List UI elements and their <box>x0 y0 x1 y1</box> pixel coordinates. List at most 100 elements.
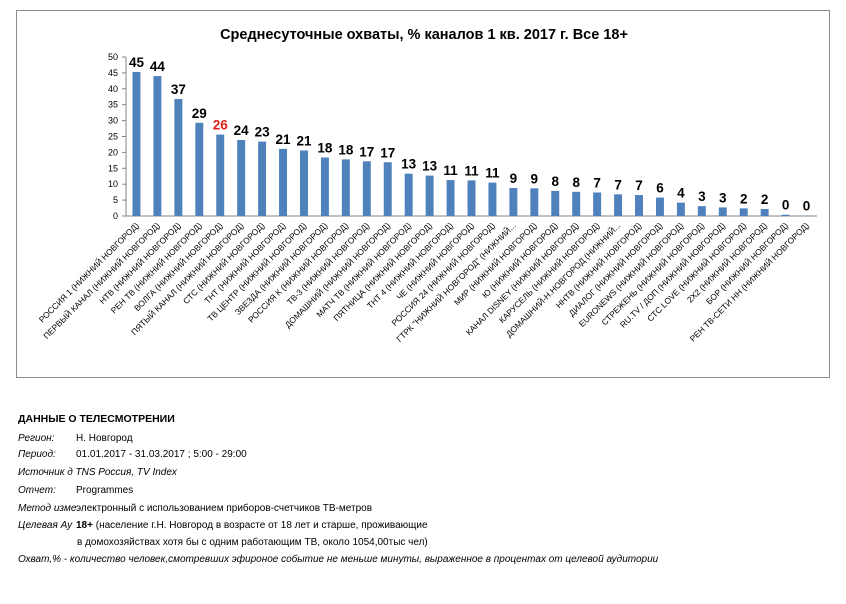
bar <box>781 214 790 216</box>
data-label: 37 <box>171 82 186 97</box>
bar <box>216 134 225 216</box>
bar <box>655 197 664 216</box>
data-label: 13 <box>401 157 417 172</box>
y-tick-label: 15 <box>108 163 118 173</box>
data-label: 11 <box>443 163 458 178</box>
y-tick-label: 45 <box>108 68 118 78</box>
y-tick-label: 50 <box>108 52 118 62</box>
bar <box>320 157 329 216</box>
region-row: Регион: Н. Новгород <box>18 433 133 444</box>
bar <box>635 195 643 216</box>
period-value: 01.01.2017 - 31.03.2017 ; 5:00 - 29:00 <box>76 449 247 460</box>
y-tick-label: 25 <box>108 132 118 142</box>
data-label: 3 <box>698 189 706 204</box>
bar <box>153 76 162 216</box>
report-row: Отчет: Programmes <box>18 485 133 496</box>
source-row: Источник д TNS Россия, TV Index <box>18 467 177 478</box>
data-label: 9 <box>510 171 518 186</box>
region-label: Регион: <box>18 433 55 444</box>
bar <box>572 191 581 216</box>
chart-frame: Среднесуточные охваты, % каналов 1 кв. 2… <box>16 10 830 378</box>
data-label: 13 <box>422 159 438 174</box>
bar <box>593 192 602 216</box>
bar <box>446 180 455 216</box>
bar <box>132 71 141 216</box>
period-label: Период: <box>18 449 56 460</box>
bar <box>760 209 769 216</box>
y-tick-label: 0 <box>113 211 118 221</box>
data-label: 18 <box>317 140 333 155</box>
target-value-bold: 18+ <box>76 520 93 531</box>
report-value: Programmes <box>76 485 134 496</box>
data-label: 21 <box>276 132 292 147</box>
bar <box>237 139 246 216</box>
bar <box>341 159 350 216</box>
report-label: Отчет: <box>18 485 56 496</box>
method-label: Метод изме <box>18 503 77 514</box>
data-label: 17 <box>359 144 374 159</box>
method-value: электронный с использованием приборов-сч… <box>76 503 373 514</box>
bar <box>467 180 476 216</box>
bar <box>530 188 539 216</box>
y-tick-label: 30 <box>108 116 118 126</box>
data-label: 17 <box>380 145 395 160</box>
target-label: Целевая Ау <box>18 520 73 531</box>
bar <box>509 188 518 216</box>
bar <box>697 206 706 216</box>
y-tick-label: 10 <box>108 179 118 189</box>
bar <box>718 207 727 216</box>
data-label: 11 <box>464 163 479 178</box>
reach-note: Охват,% - количество человек,смотревших … <box>18 554 659 565</box>
bar <box>195 122 204 216</box>
data-label: 4 <box>677 186 685 201</box>
bar <box>739 208 748 216</box>
bar <box>362 161 371 216</box>
data-label: 23 <box>255 125 271 140</box>
method-row: Метод измеэлектронный с использованием п… <box>18 503 372 514</box>
data-label: 24 <box>234 123 250 138</box>
y-tick-label: 40 <box>108 84 118 94</box>
bar <box>258 141 267 216</box>
data-label: 0 <box>803 199 811 214</box>
data-label: 18 <box>338 142 354 157</box>
y-tick-label: 5 <box>113 195 118 205</box>
bar <box>174 98 183 216</box>
bar <box>383 162 392 216</box>
target-value-2: в домохозяйствах хотя бы с одним работаю… <box>77 537 428 548</box>
data-label: 11 <box>485 166 500 181</box>
data-label: 21 <box>296 133 312 148</box>
target-value-1: (население г.Н. Новгород в возрасте от 1… <box>95 520 428 531</box>
data-label: 2 <box>761 192 769 207</box>
bar <box>676 202 685 216</box>
data-label: 9 <box>531 171 539 186</box>
data-label: 0 <box>782 198 790 213</box>
period-row: Период: 01.01.2017 - 31.03.2017 ; 5:00 - … <box>18 449 247 460</box>
bar <box>404 173 413 216</box>
y-tick-label: 35 <box>108 100 118 110</box>
bar <box>279 148 288 216</box>
data-label: 7 <box>635 178 643 193</box>
bar <box>425 175 434 216</box>
data-label: 6 <box>656 181 664 196</box>
data-label: 7 <box>593 175 601 190</box>
region-value: Н. Новгород <box>76 433 133 444</box>
reach-bar-chart: Среднесуточные охваты, % каналов 1 кв. 2… <box>36 27 817 344</box>
data-label: 7 <box>614 177 622 192</box>
target-row-2: в домохозяйствах хотя бы с одним работаю… <box>77 537 428 548</box>
data-label: 8 <box>551 174 559 189</box>
chart-title: Среднесуточные охваты, % каналов 1 кв. 2… <box>220 27 628 43</box>
data-label: 29 <box>192 106 207 121</box>
data-label: 8 <box>572 175 580 190</box>
y-tick-label: 20 <box>108 147 118 157</box>
target-row: Целевая Ау 18+ (население г.Н. Новгород в… <box>18 520 428 531</box>
bar <box>488 182 497 216</box>
info-title: ДАННЫЕ О ТЕЛЕСМОТРЕНИИ <box>18 413 175 425</box>
data-label: 2 <box>740 191 748 206</box>
reach-note-row: Охват,% - количество человек,смотревших … <box>18 554 658 565</box>
bars-layer <box>132 71 811 216</box>
data-label: 45 <box>129 55 145 70</box>
source-text: Источник д TNS Россия, TV Index <box>18 467 177 478</box>
bar <box>300 150 308 216</box>
